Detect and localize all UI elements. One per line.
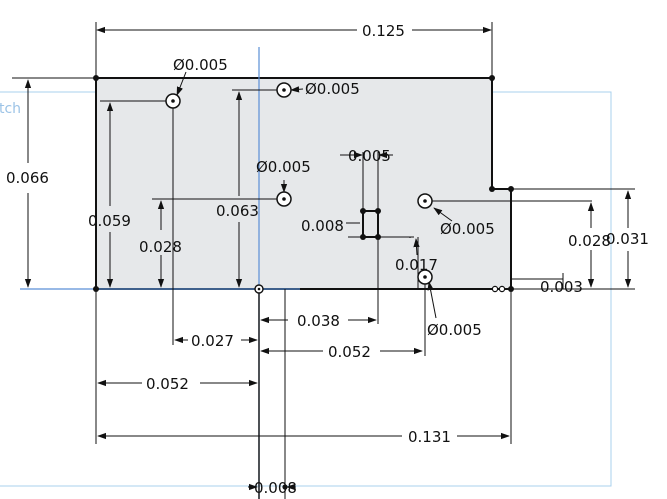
dim-square-width[interactable]: 0.005 — [348, 147, 391, 165]
dim-square-height[interactable]: 0.008 — [301, 217, 344, 235]
hole-4[interactable] — [417, 193, 433, 209]
dim-bottom-052-right[interactable]: 0.052 — [328, 343, 371, 361]
dim-height-028[interactable]: 0.028 — [139, 238, 182, 256]
dim-hole-dia-2[interactable]: Ø0.005 — [305, 80, 360, 98]
dim-width-top[interactable]: 0.125 — [362, 22, 405, 40]
dim-bottom-131[interactable]: 0.131 — [408, 428, 451, 446]
dim-height-059[interactable]: 0.059 — [88, 212, 131, 230]
dim-height-063[interactable]: 0.063 — [216, 202, 259, 220]
dim-bottom-038[interactable]: 0.038 — [297, 312, 340, 330]
dim-height-left[interactable]: 0.066 — [6, 169, 49, 187]
dim-hole-dia-3[interactable]: Ø0.005 — [256, 158, 311, 176]
dim-offset-017[interactable]: 0.017 — [395, 256, 438, 274]
vertex-open-1[interactable] — [491, 285, 499, 293]
dim-right-031[interactable]: 0.031 — [606, 230, 649, 248]
square-feature[interactable] — [362, 210, 379, 238]
dim-right-028[interactable]: 0.028 — [568, 232, 611, 250]
hole-5[interactable] — [417, 269, 433, 285]
part-face[interactable] — [95, 77, 512, 290]
sketch-plane-label: tch — [0, 101, 21, 117]
vertex-open-2[interactable] — [498, 285, 506, 293]
dimension-geometry — [12, 22, 635, 491]
sketch-vertices[interactable] — [93, 75, 514, 292]
dim-right-003[interactable]: 0.003 — [540, 278, 583, 296]
dim-bottom-052-left[interactable]: 0.052 — [146, 375, 189, 393]
origin-point-inner — [257, 287, 261, 291]
dim-bottom-027[interactable]: 0.027 — [191, 332, 234, 350]
hole-3[interactable] — [276, 191, 292, 207]
dim-bottom-008[interactable]: 0.008 — [254, 479, 297, 497]
dim-hole-dia-4[interactable]: Ø0.005 — [440, 220, 495, 238]
dim-hole-dia-1[interactable]: Ø0.005 — [173, 56, 228, 74]
hole-2[interactable] — [276, 82, 292, 98]
vertex-bottom[interactable] — [282, 484, 288, 490]
dim-hole-dia-5[interactable]: Ø0.005 — [427, 321, 482, 339]
hole-1[interactable] — [165, 93, 181, 109]
